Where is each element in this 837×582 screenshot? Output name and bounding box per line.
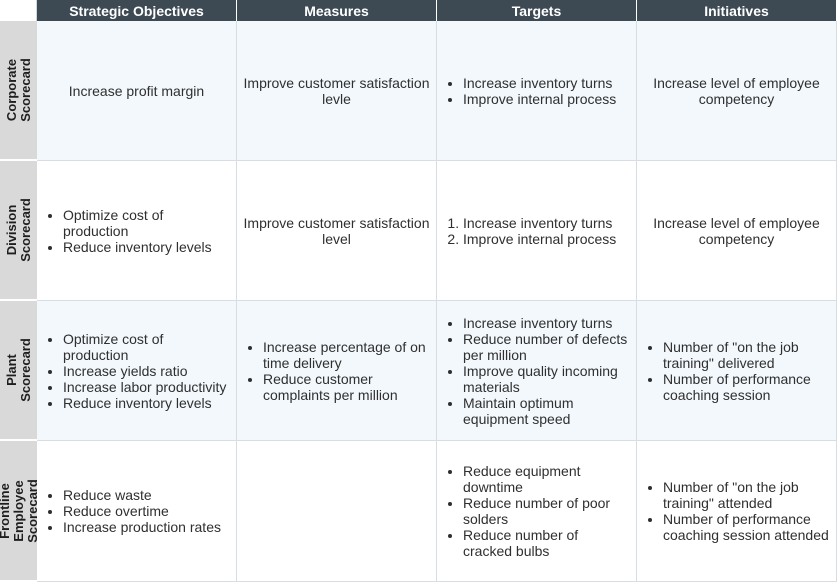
division-objectives-list: Optimize cost of production Reduce inven… — [43, 207, 230, 255]
list-item: Increase inventory turns — [463, 215, 616, 231]
division-objectives-cell: Optimize cost of production Reduce inven… — [37, 161, 237, 301]
row-header-frontline-employee: Frontline Employee Scorecard — [0, 441, 37, 582]
row-label-plant: Plant Scorecard — [3, 338, 33, 402]
list-item: Reduce number of defects per million — [463, 331, 630, 363]
corporate-initiative-text: Increase level of employee competency — [653, 74, 820, 107]
division-initiatives-cell: Increase level of employee competency — [637, 161, 837, 301]
list-item: Optimize cost of production — [63, 207, 230, 239]
frontline-initiatives-list: Number of "on the job training" attended… — [643, 479, 830, 543]
frontline-measures-cell — [237, 441, 437, 582]
list-item: Optimize cost of production — [63, 331, 230, 363]
list-item: Number of performance coaching session a… — [663, 511, 830, 543]
list-item: Increase inventory turns — [463, 75, 616, 91]
division-measure-text: Improve customer satisfaction level — [243, 214, 430, 247]
list-item: Reduce equipment downtime — [463, 463, 630, 495]
plant-initiatives-list: Number of "on the job training" delivere… — [643, 339, 830, 403]
list-item: Number of performance coaching session — [663, 371, 830, 403]
list-item: Reduce waste — [63, 487, 221, 503]
list-item: Number of "on the job training" delivere… — [663, 339, 830, 371]
plant-objectives-cell: Optimize cost of production Increase yie… — [37, 301, 237, 441]
corporate-measures-cell: Improve customer satisfaction levle — [237, 21, 437, 161]
plant-initiatives-cell: Number of "on the job training" delivere… — [637, 301, 837, 441]
frontline-initiatives-cell: Number of "on the job training" attended… — [637, 441, 837, 582]
row-header-corporate: Corporate Scorecard — [0, 21, 37, 161]
list-item: Increase yields ratio — [63, 363, 230, 379]
column-header-measures: Measures — [237, 0, 437, 21]
list-item: Increase production rates — [63, 519, 221, 535]
corporate-objectives-cell: Increase profit margin — [37, 21, 237, 161]
list-item: Reduce customer complaints per million — [263, 371, 430, 403]
row-header-plant: Plant Scorecard — [0, 301, 37, 441]
frontline-objectives-cell: Reduce waste Reduce overtime Increase pr… — [37, 441, 237, 582]
list-item: Number of "on the job training" attended — [663, 479, 830, 511]
row-label-division: Division Scorecard — [3, 198, 33, 262]
plant-objectives-list: Optimize cost of production Increase yie… — [43, 331, 230, 411]
frontline-targets-list: Reduce equipment downtime Reduce number … — [443, 463, 630, 559]
list-item: Reduce overtime — [63, 503, 221, 519]
column-header-initiatives: Initiatives — [637, 0, 837, 21]
list-item: Improve internal process — [463, 91, 616, 107]
frontline-objectives-list: Reduce waste Reduce overtime Increase pr… — [43, 487, 221, 535]
list-item: Increase percentage of on time delivery — [263, 339, 430, 371]
row-label-corporate: Corporate Scorecard — [3, 58, 33, 122]
list-item: Reduce inventory levels — [63, 395, 230, 411]
list-item: Maintain optimum equipment speed — [463, 395, 630, 427]
corporate-initiatives-cell: Increase level of employee competency — [637, 21, 837, 161]
division-measures-cell: Improve customer satisfaction level — [237, 161, 437, 301]
row-header-division: Division Scorecard — [0, 161, 37, 301]
plant-targets-cell: Increase inventory turns Reduce number o… — [437, 301, 637, 441]
list-item: Reduce number of poor solders — [463, 495, 630, 527]
row-label-frontline-employee: Frontline Employee Scorecard — [0, 478, 37, 543]
plant-measures-cell: Increase percentage of on time delivery … — [237, 301, 437, 441]
column-header-targets: Targets — [437, 0, 637, 21]
frontline-targets-cell: Reduce equipment downtime Reduce number … — [437, 441, 637, 582]
corporate-objective-text: Increase profit margin — [68, 82, 205, 99]
list-item: Improve quality incoming materials — [463, 363, 630, 395]
plant-measures-list: Increase percentage of on time delivery … — [243, 339, 430, 403]
list-item: Increase labor productivity — [63, 379, 230, 395]
corporate-targets-cell: Increase inventory turns Improve interna… — [437, 21, 637, 161]
list-item: Increase inventory turns — [463, 315, 630, 331]
column-header-strategic-objectives: Strategic Objectives — [37, 0, 237, 21]
corporate-targets-list: Increase inventory turns Improve interna… — [443, 75, 616, 107]
list-item: Reduce inventory levels — [63, 239, 230, 255]
division-targets-cell: Increase inventory turns Improve interna… — [437, 161, 637, 301]
plant-targets-list: Increase inventory turns Reduce number o… — [443, 315, 630, 427]
division-targets-list: Increase inventory turns Improve interna… — [443, 215, 616, 247]
table-corner — [0, 0, 37, 21]
list-item: Reduce number of cracked bulbs — [463, 527, 630, 559]
division-initiative-text: Increase level of employee competency — [653, 214, 820, 247]
list-item: Improve internal process — [463, 231, 616, 247]
corporate-measure-text: Improve customer satisfaction levle — [243, 74, 430, 107]
